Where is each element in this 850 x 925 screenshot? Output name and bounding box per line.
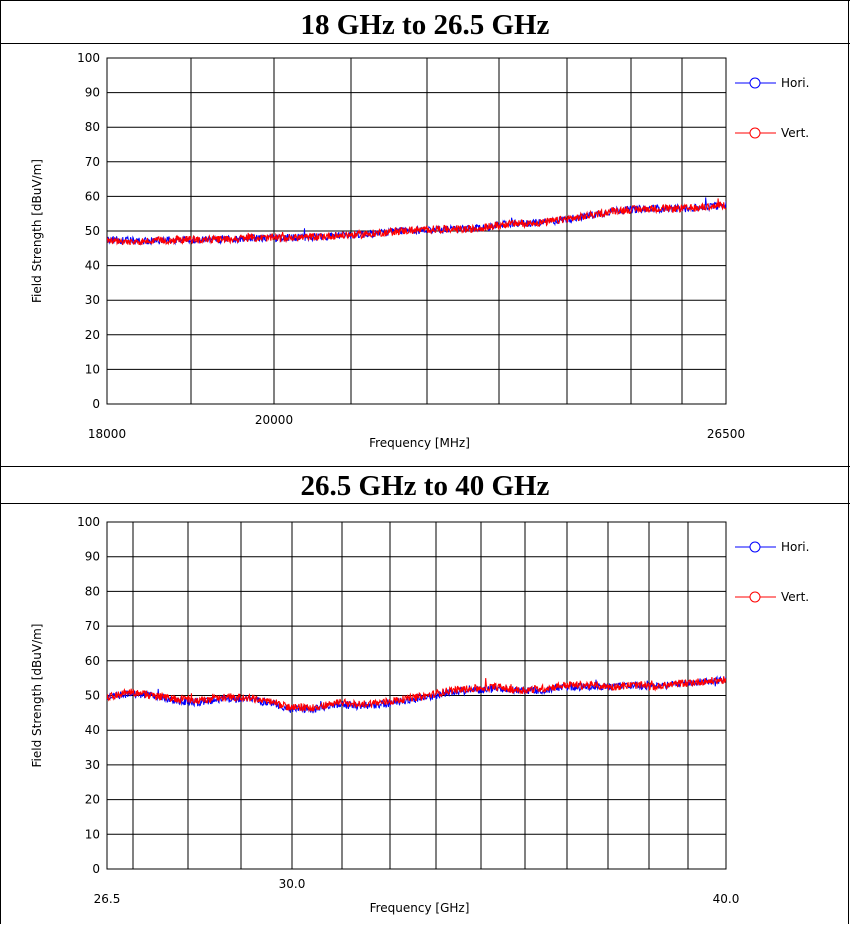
x-tick-label: 30.0 <box>279 877 306 891</box>
y-tick-label: 80 <box>85 120 100 134</box>
y-tick-label: 90 <box>85 86 100 100</box>
legend-label: Vert. <box>781 590 809 604</box>
series-line-vert <box>107 676 726 713</box>
legend-marker <box>749 77 761 89</box>
legend-label: Hori. <box>781 540 809 554</box>
chart-1-plot: 0 10 20 30 40 50 60 70 80 90 100 18000 20000 26500 Fre… <box>30 51 809 450</box>
y-tick-label: 10 <box>85 827 100 841</box>
x-tick-label: 40.0 <box>713 892 740 906</box>
y-tick-label: 10 <box>85 362 100 376</box>
legend-marker <box>749 541 761 553</box>
y-tick-label: 40 <box>85 259 100 273</box>
y-tick-label: 0 <box>92 397 100 411</box>
legend-marker <box>749 591 761 603</box>
x-tick-label: 18000 <box>88 427 126 441</box>
y-axis-label: Field Strength [dBuV/m] <box>30 624 44 768</box>
legend-marker <box>749 127 761 139</box>
y-tick-label: 50 <box>85 689 100 703</box>
y-tick-label: 70 <box>85 619 100 633</box>
x-axis-label: Frequency [GHz] <box>370 901 470 915</box>
chart-2-plot: 0 10 20 30 40 50 60 70 80 90 100 26.5 30.0 40.0 Freque… <box>30 515 809 915</box>
chart-2-title: 26.5 GHz to 40 GHz <box>0 466 850 504</box>
y-tick-label: 30 <box>85 758 100 772</box>
y-tick-label: 100 <box>77 515 100 529</box>
series-line-vert <box>107 198 726 246</box>
x-tick-label: 26.5 <box>94 892 121 906</box>
series-line-hori <box>107 197 726 246</box>
plot-border <box>106 57 727 405</box>
y-tick-label: 50 <box>85 224 100 238</box>
chart-1-title: 18 GHz to 26.5 GHz <box>0 6 850 44</box>
legend-label: Vert. <box>781 126 809 140</box>
y-tick-label: 0 <box>92 862 100 876</box>
y-tick-label: 30 <box>85 293 100 307</box>
x-tick-label: 20000 <box>255 413 293 427</box>
y-axis-label: Field Strength [dBuV/m] <box>30 159 44 303</box>
legend-label: Hori. <box>781 76 809 90</box>
x-tick-label: 26500 <box>707 427 745 441</box>
y-tick-label: 100 <box>77 51 100 65</box>
y-tick-label: 20 <box>85 328 100 342</box>
y-tick-label: 20 <box>85 793 100 807</box>
x-axis-label: Frequency [MHz] <box>369 436 470 450</box>
y-tick-label: 60 <box>85 654 100 668</box>
top-border <box>0 0 850 1</box>
y-tick-label: 40 <box>85 723 100 737</box>
y-tick-label: 90 <box>85 550 100 564</box>
y-tick-label: 80 <box>85 584 100 598</box>
y-tick-label: 60 <box>85 189 100 203</box>
y-tick-label: 70 <box>85 155 100 169</box>
